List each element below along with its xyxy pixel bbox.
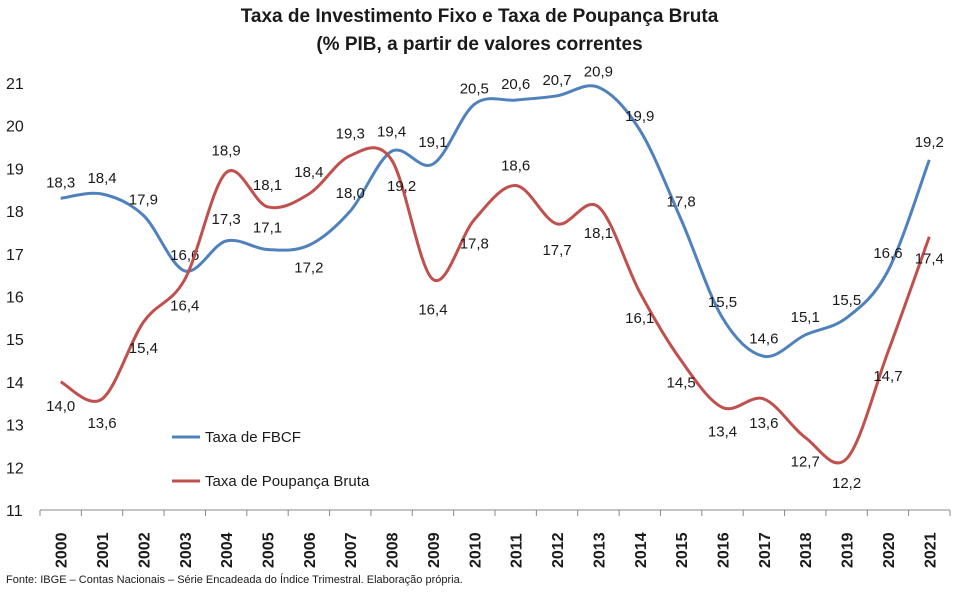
data-label: 19,1 [418,134,447,151]
data-label: 17,7 [542,242,571,259]
data-label: 14,6 [749,330,778,347]
x-tick-label: 2008 [385,532,402,568]
data-label: 17,4 [915,251,944,268]
x-tick-label: 2010 [467,532,484,568]
data-label: 19,2 [915,134,944,151]
data-label: 18,4 [87,170,116,187]
x-tick-label: 2002 [136,532,153,568]
x-tick-label: 2018 [798,532,815,568]
data-label: 12,7 [791,453,820,470]
data-label: 18,3 [46,174,75,191]
data-label: 15,4 [129,340,158,357]
x-tick-label: 2019 [840,532,857,568]
data-label: 19,4 [377,123,406,140]
data-label: 12,2 [832,475,861,492]
data-label: 20,7 [542,72,571,89]
x-tick-label: 2007 [343,532,360,568]
x-tick-label: 2015 [674,532,691,568]
data-label: 18,1 [253,177,282,194]
data-label: 18,1 [584,225,613,242]
y-tick-label: 16 [6,290,24,307]
y-tick-label: 11 [6,503,23,520]
y-tick-label: 13 [6,418,24,435]
legend-label-taxa-de-fbcf: Taxa de FBCF [205,429,301,446]
data-label: 13,6 [87,415,116,432]
y-tick-label: 21 [6,76,24,93]
series-line-taxa-de-fbcf [60,84,931,358]
data-label: 19,9 [625,108,654,125]
x-tick-label: 2014 [633,532,650,568]
series-line-taxa-de-poupanca-bruta [59,146,931,465]
data-label: 18,4 [294,164,323,181]
data-label: 17,1 [253,220,282,237]
data-label: 18,6 [501,157,530,174]
data-label: 17,8 [667,194,696,211]
x-tick-label: 2013 [591,532,608,568]
data-label: 17,2 [294,259,323,276]
x-tick-label: 2012 [550,532,567,568]
data-label: 13,6 [749,415,778,432]
x-tick-label: 2004 [219,532,236,568]
data-label: 19,3 [336,126,365,143]
y-tick-label: 20 [6,119,24,136]
y-tick-label: 19 [6,161,24,178]
x-tick-label: 2017 [757,532,774,568]
y-tick-label: 17 [6,247,24,264]
data-label: 16,1 [625,310,654,327]
source-note: Fonte: IBGE – Contas Nacionais – Série E… [6,574,463,586]
y-tick-label: 15 [6,332,24,349]
x-tick-label: 2016 [716,532,733,568]
x-tick-label: 2001 [95,532,112,568]
data-label: 15,5 [708,294,737,311]
data-label: 15,1 [791,309,820,326]
y-tick-label: 14 [6,375,24,392]
data-label: 17,8 [460,236,489,253]
data-label: 15,5 [832,292,861,309]
data-label: 20,5 [460,80,489,97]
data-label: 17,3 [212,211,241,228]
chart-subtitle: (% PIB, a partir de valores correntes [316,34,643,55]
x-tick-label: 2021 [922,532,939,568]
x-tick-label: 2000 [54,532,71,568]
data-label: 17,9 [129,191,158,208]
x-tick-label: 2005 [261,532,278,568]
data-label: 19,2 [387,178,416,195]
y-tick-label: 18 [6,204,24,221]
data-label: 14,0 [46,398,75,415]
data-label: 14,7 [873,368,902,385]
data-label: 20,9 [584,63,613,80]
y-tick-label: 12 [6,460,24,477]
data-label: 16,6 [873,245,902,262]
data-label: 13,4 [708,424,737,441]
x-tick-label: 2006 [302,532,319,568]
data-label: 16,4 [170,297,199,314]
data-label: 16,4 [418,301,447,318]
data-label: 20,6 [501,76,530,93]
x-tick-label: 2003 [178,532,195,568]
data-label: 18,0 [336,185,365,202]
legend-label-taxa-de-poupanca-bruta: Taxa de Poupança Bruta [205,473,370,490]
data-label: 18,9 [212,143,241,160]
data-label: 14,5 [667,375,696,392]
x-tick-label: 2020 [881,532,898,568]
chart-title: Taxa de Investimento Fixo e Taxa de Poup… [240,6,719,27]
x-tick-label: 2011 [509,533,526,568]
x-tick-label: 2009 [426,532,443,568]
